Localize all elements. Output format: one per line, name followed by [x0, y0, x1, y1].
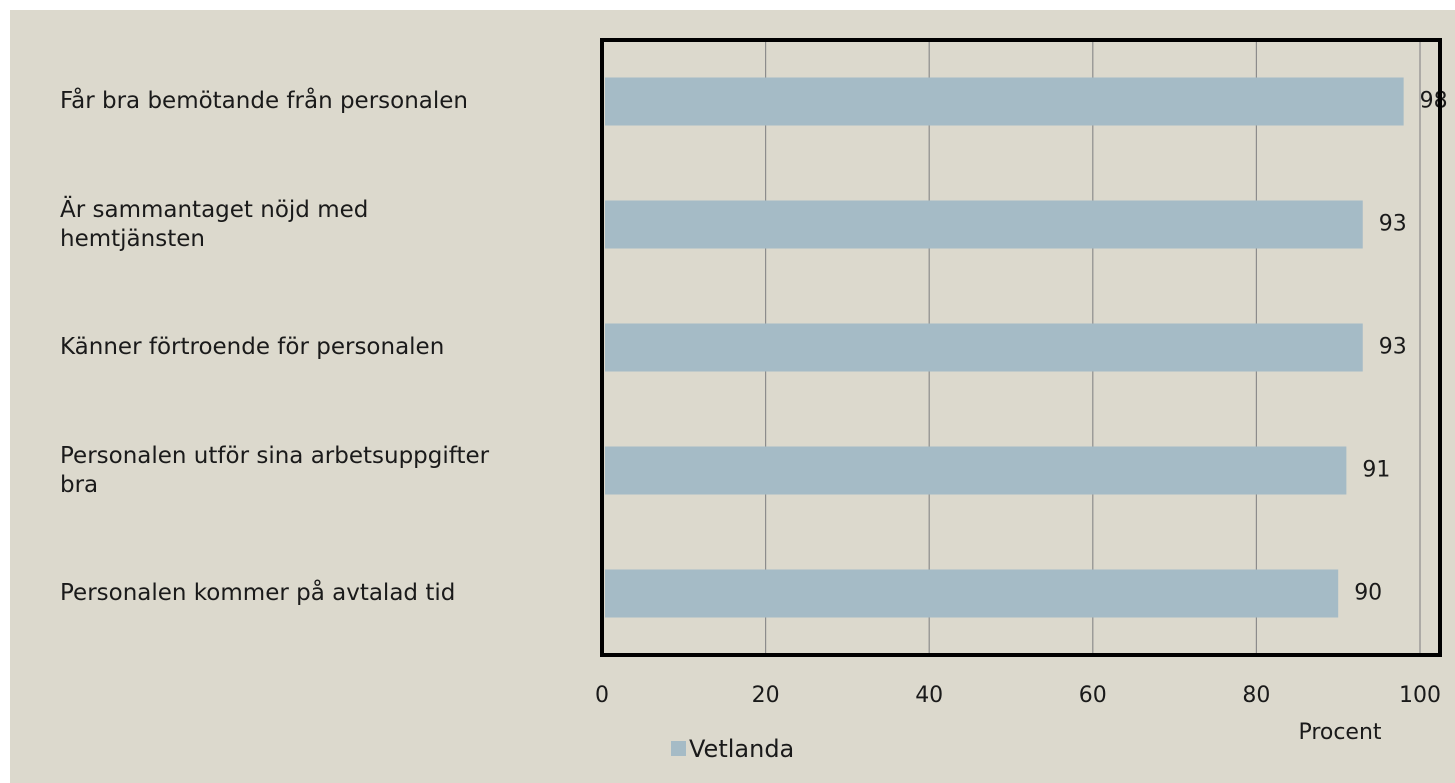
- data-label: 93: [1379, 335, 1407, 360]
- y-tick-label: Får bra bemötande från personalen: [60, 88, 469, 114]
- bar: [605, 446, 1347, 495]
- y-tick-label: Är sammantaget nöjd med hemtjänsten: [60, 196, 369, 252]
- legend-label: Vetlanda: [689, 735, 794, 763]
- x-tick-label: 20: [752, 683, 780, 708]
- x-axis-label: Procent: [1298, 720, 1381, 745]
- y-tick-label: Personalen kommer på avtalad tid: [60, 580, 456, 606]
- data-label: 90: [1354, 581, 1382, 606]
- x-tick-label: 100: [1399, 683, 1441, 708]
- x-tick-label: 40: [915, 683, 943, 708]
- category-label-box: Är sammantaget nöjd med hemtjänsten: [60, 196, 369, 252]
- bar: [605, 200, 1363, 249]
- bar: [605, 569, 1339, 618]
- bar: [605, 77, 1404, 126]
- x-tick-label: 0: [595, 683, 609, 708]
- data-label: 98: [1420, 89, 1448, 114]
- y-tick-label: Personalen utför sina arbetsuppgifter br…: [60, 442, 490, 498]
- category-label-box: Får bra bemötande från personalen: [60, 88, 469, 114]
- x-tick-label: 80: [1242, 683, 1270, 708]
- category-label-box: Personalen kommer på avtalad tid: [60, 580, 456, 606]
- bar: [605, 323, 1363, 372]
- legend-swatch: [671, 741, 686, 756]
- category-label-box: Känner förtroende för personalen: [60, 334, 445, 360]
- data-label: 93: [1379, 212, 1407, 237]
- plot-frame: [600, 38, 1442, 657]
- x-tick-label: 60: [1079, 683, 1107, 708]
- data-label: 91: [1362, 458, 1390, 483]
- y-tick-label: Känner förtroende för personalen: [60, 334, 445, 360]
- category-label-box: Personalen utför sina arbetsuppgifter br…: [60, 442, 490, 498]
